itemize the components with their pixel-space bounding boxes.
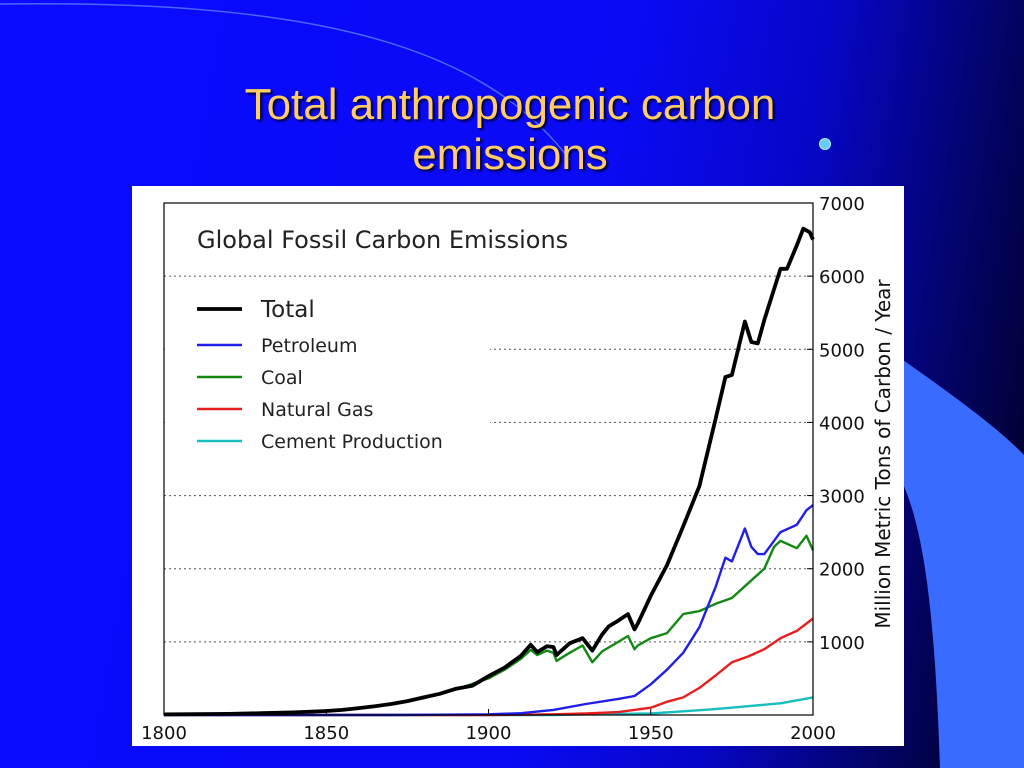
legend-label-natural-gas: Natural Gas xyxy=(261,399,373,421)
y-tick-label-1000: 1000 xyxy=(819,633,865,654)
y-tick-label-4000: 4000 xyxy=(819,413,865,434)
slide-title-line-1: Total anthropogenic carbon xyxy=(244,80,776,129)
series-line-coal xyxy=(163,534,815,716)
x-tick-label-1900: 1900 xyxy=(466,723,512,744)
legend-label-petroleum: Petroleum xyxy=(261,335,357,357)
y-tick-label-7000: 7000 xyxy=(819,194,865,215)
y-tick-label-6000: 6000 xyxy=(819,267,865,288)
chart-panel: 1800 1850 1900 1950 2000 1000 2000 3000 4000 5000… xyxy=(132,186,904,746)
grid-lines xyxy=(164,275,813,643)
x-tick-label-1800: 1800 xyxy=(141,723,187,744)
bullet-dot-icon xyxy=(819,138,831,150)
series-line-total xyxy=(163,226,815,717)
legend-label-total: Total xyxy=(260,297,315,323)
legend-background xyxy=(165,293,490,493)
y-tick-label-3000: 3000 xyxy=(819,487,865,508)
legend: Total Petroleum Coal Natural Gas Cement Prod… xyxy=(197,297,443,453)
slide-title-line-2: emissions xyxy=(412,130,608,179)
y-axis-label: Million Metric Tons of Carbon / Year xyxy=(871,279,895,629)
legend-label-cement-production: Cement Production xyxy=(261,431,443,453)
chart-title: Global Fossil Carbon Emissions xyxy=(197,226,568,254)
slide-title: Total anthropogenic carbon emissions xyxy=(150,80,870,180)
legend-label-coal: Coal xyxy=(261,367,303,389)
y-tick-label-5000: 5000 xyxy=(819,340,865,361)
x-tick-label-1950: 1950 xyxy=(628,723,674,744)
x-tick-label-1850: 1850 xyxy=(303,723,349,744)
x-tick-label-2000: 2000 xyxy=(790,723,836,744)
series-line-petroleum xyxy=(164,504,814,717)
axis-ticks: 1800 1850 1900 1950 2000 1000 2000 3000 4000 5000… xyxy=(141,194,865,744)
series-line-natural-gas xyxy=(164,617,814,717)
emissions-chart: 1800 1850 1900 1950 2000 1000 2000 3000 4000 5000… xyxy=(141,194,895,744)
y-tick-label-2000: 2000 xyxy=(819,560,865,581)
